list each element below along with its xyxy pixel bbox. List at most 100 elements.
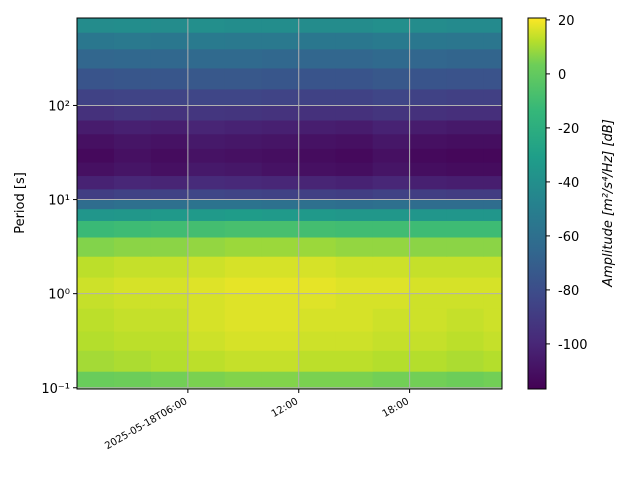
heatmap-cell <box>483 237 503 257</box>
heatmap-cell <box>446 162 485 177</box>
heatmap-cell <box>77 68 115 90</box>
heatmap-cell <box>187 68 226 90</box>
heatmap-cell <box>446 350 485 372</box>
heatmap-cell <box>77 32 115 50</box>
heatmap-cell <box>298 105 337 121</box>
heatmap-cell <box>446 371 485 390</box>
heatmap-cell <box>409 68 448 90</box>
heatmap-cell <box>261 120 300 135</box>
heatmap-cell <box>224 120 263 135</box>
heatmap-cell <box>446 331 485 351</box>
heatmap-cell <box>224 331 263 351</box>
heatmap-cell <box>446 208 485 221</box>
heatmap-cell <box>335 175 374 190</box>
heatmap-cell <box>298 68 337 90</box>
heatmap-cell <box>224 175 263 190</box>
heatmap-cell <box>409 308 448 332</box>
heatmap-cell <box>224 220 263 238</box>
heatmap-cell <box>187 133 226 149</box>
heatmap-cell <box>261 371 300 390</box>
heatmap-cell <box>77 48 115 69</box>
heatmap-cell <box>483 32 503 50</box>
heatmap-cell <box>150 331 189 351</box>
heatmap-cell <box>150 308 189 332</box>
heatmap-cell <box>298 18 337 33</box>
heatmap-cell <box>113 237 152 257</box>
heatmap-cell <box>150 148 189 163</box>
heatmap-cell <box>77 256 115 278</box>
colorbar-tick-label: -80 <box>558 284 579 299</box>
heatmap-cell <box>335 88 374 106</box>
heatmap-cell <box>372 18 411 33</box>
heatmap-cell <box>77 175 115 190</box>
colorbar-tick-label: -20 <box>558 122 579 137</box>
heatmap-cell <box>409 277 448 295</box>
heatmap-cell <box>372 68 411 90</box>
heatmap-cell <box>335 18 374 33</box>
heatmap-cell <box>77 237 115 257</box>
heatmap-cell <box>298 162 337 177</box>
heatmap-cell <box>298 88 337 106</box>
heatmap-cell <box>187 162 226 177</box>
heatmap-cell <box>77 188 115 201</box>
heatmap-cell <box>224 350 263 372</box>
heatmap-cell <box>446 293 485 309</box>
heatmap-cell <box>77 120 115 135</box>
heatmap-cell <box>298 120 337 135</box>
heatmap-cell <box>446 133 485 149</box>
heatmap-cell <box>409 120 448 135</box>
heatmap-cell <box>261 256 300 278</box>
heatmap-cell <box>77 133 115 149</box>
heatmap-cell <box>113 18 152 33</box>
heatmap-cell <box>335 162 374 177</box>
heatmap-cell <box>224 188 263 201</box>
heatmap-cell <box>113 68 152 90</box>
heatmap-cell <box>372 308 411 332</box>
heatmap-cell <box>224 32 263 50</box>
heatmap-cell <box>261 188 300 201</box>
x-tick-label: 12:00 <box>270 396 300 420</box>
heatmap-cell <box>483 350 503 372</box>
heatmap-cell <box>483 199 503 210</box>
heatmap-cell <box>483 331 503 351</box>
heatmap-cell <box>150 293 189 309</box>
heatmap-cell <box>446 105 485 121</box>
colorbar <box>527 17 547 390</box>
heatmap-cell <box>335 308 374 332</box>
heatmap-cell <box>77 18 115 33</box>
heatmap-cell <box>298 293 337 309</box>
heatmap-cell <box>150 162 189 177</box>
heatmap-cell <box>150 350 189 372</box>
heatmap-cell <box>483 105 503 121</box>
heatmap-cell <box>187 308 226 332</box>
heatmap-cell <box>335 188 374 201</box>
heatmap-cell <box>224 48 263 69</box>
heatmap-cell <box>187 331 226 351</box>
heatmap-cell <box>335 68 374 90</box>
heatmap-cell <box>113 331 152 351</box>
heatmap-cell <box>187 350 226 372</box>
heatmap-cell <box>372 199 411 210</box>
heatmap-cell <box>187 199 226 210</box>
colorbar-tick-label: -60 <box>558 230 579 245</box>
heatmap-cell <box>483 277 503 295</box>
heatmap-cell <box>372 350 411 372</box>
heatmap-cell <box>483 308 503 332</box>
heatmap-cell <box>298 237 337 257</box>
heatmap-cell <box>446 18 485 33</box>
heatmap-cell <box>224 133 263 149</box>
heatmap-cell <box>372 162 411 177</box>
colorbar-tick-label: -40 <box>558 176 579 191</box>
heatmap-cell <box>298 331 337 351</box>
heatmap-cell <box>409 331 448 351</box>
heatmap-cell <box>113 105 152 121</box>
heatmap-cell <box>77 105 115 121</box>
heatmap-cell <box>113 208 152 221</box>
heatmap-cell <box>187 371 226 390</box>
heatmap-cell <box>483 68 503 90</box>
heatmap-cell <box>261 148 300 163</box>
heatmap <box>77 18 503 390</box>
heatmap-cell <box>409 18 448 33</box>
heatmap-cell <box>261 18 300 33</box>
